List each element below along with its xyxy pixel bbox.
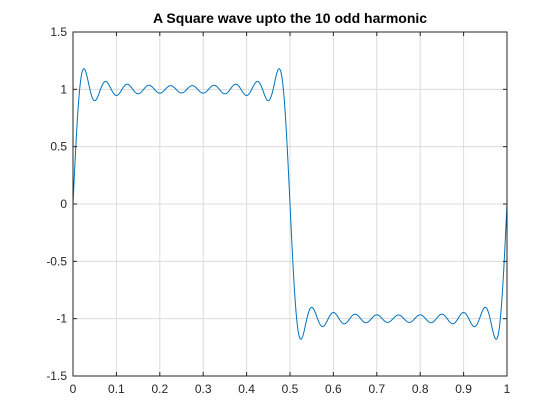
x-tick-label: 0.7 [368,382,385,396]
ticks [72,31,508,377]
x-tick-labels: 0 0.1 0.2 0.3 0.4 0.5 0.6 0.7 0.8 0.9 1 [70,382,511,396]
x-tick-label: 0.9 [455,382,472,396]
x-tick-label: 0.5 [282,382,299,396]
x-tick-label: 0.1 [108,382,125,396]
x-tick-label: 0.4 [238,382,255,396]
series-line-square-wave [72,68,508,340]
y-tick-labels: -1.5 -1 -0.5 0 0.5 1 1.5 [46,25,67,383]
y-tick-label: 0.5 [50,140,67,154]
y-tick-label: -1 [56,312,67,326]
chart-title: A Square wave upto the 10 odd harmonic [153,10,427,26]
x-tick-label: 0.2 [151,382,168,396]
x-tick-label: 0.3 [195,382,212,396]
y-tick-label: -1.5 [46,369,67,383]
x-tick-label: 0 [70,382,77,396]
y-tick-label: 1.5 [50,25,67,39]
y-tick-label: 0 [60,197,67,211]
x-tick-label: 1 [504,382,511,396]
x-tick-label: 0.8 [412,382,429,396]
y-tick-label: -0.5 [46,254,67,268]
y-tick-label: 1 [60,82,67,96]
x-tick-label: 0.6 [325,382,342,396]
